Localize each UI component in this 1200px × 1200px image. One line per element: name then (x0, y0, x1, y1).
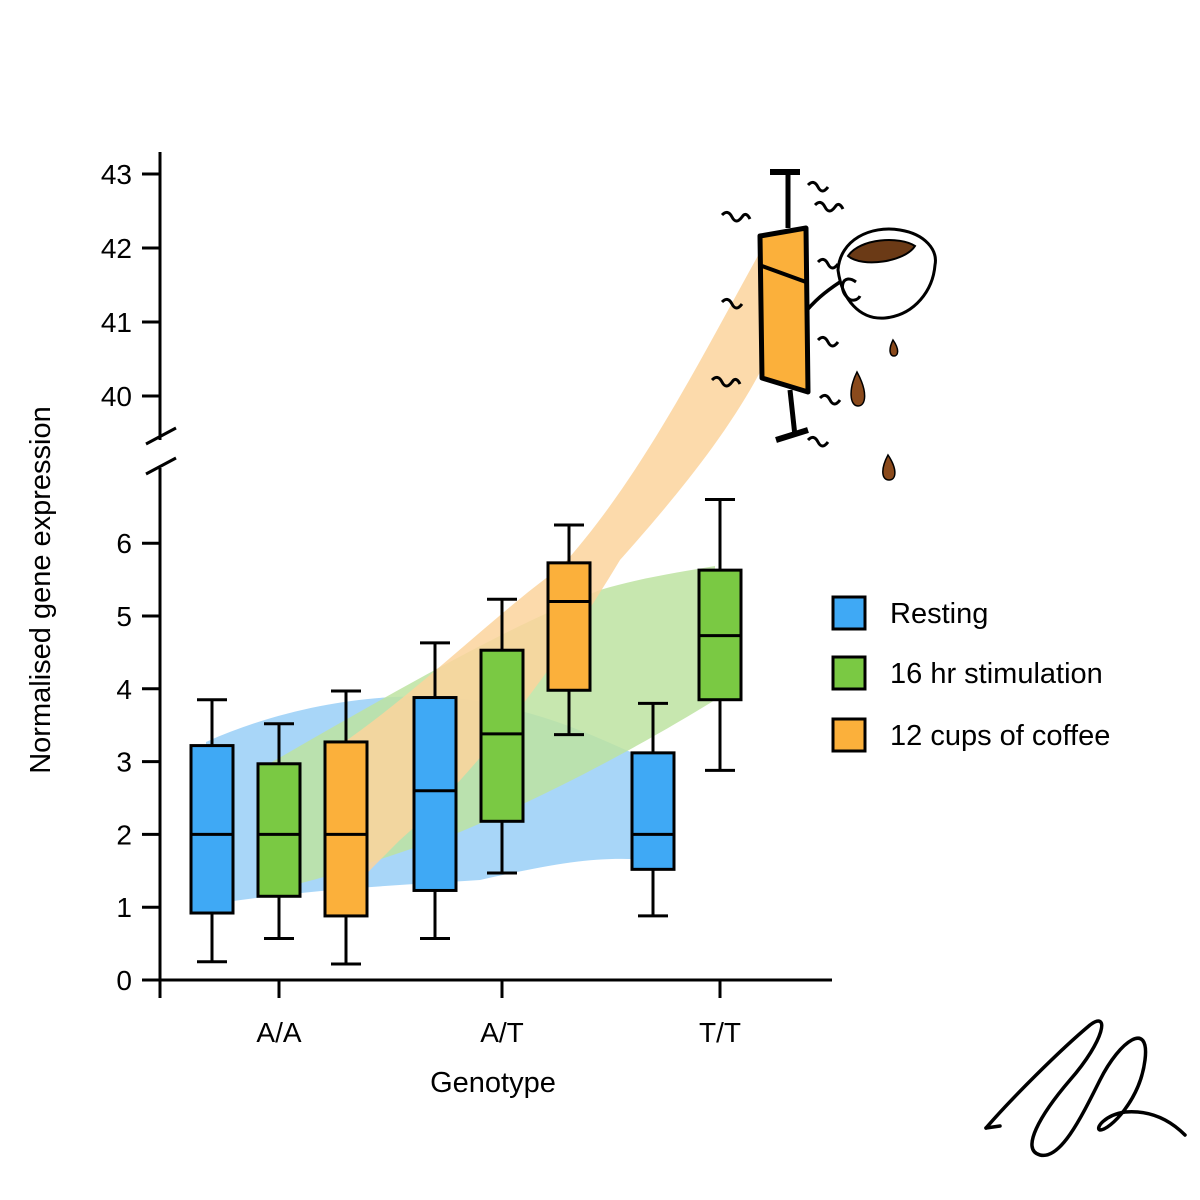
x-tick-label: A/A (256, 1017, 301, 1048)
y-tick-label: 4 (116, 674, 132, 705)
legend-label: 12 cups of coffee (890, 720, 1110, 752)
box-resting-AA (189, 698, 235, 964)
y-tick-label: 3 (116, 747, 132, 778)
x-tick-label: T/T (699, 1017, 741, 1048)
y-tick-label: 42 (101, 233, 132, 264)
legend-item: Resting (831, 595, 988, 631)
y-tick-label: 40 (101, 381, 132, 412)
box-resting-AT (412, 641, 458, 941)
legend-swatch (831, 655, 867, 691)
iqr-box (189, 744, 235, 915)
iqr-box (256, 762, 302, 898)
legend-item: 12 cups of coffee (831, 717, 1110, 753)
x-axis-title: Genotype (430, 1067, 556, 1099)
box-12-cups-of-coffee-AA (323, 689, 369, 966)
box-16-hr-stimulation-AT (479, 597, 525, 875)
coffee-box-cartoon (710, 169, 937, 481)
coffee-drops (850, 338, 899, 481)
box-plots (189, 498, 743, 966)
box-12-cups-of-coffee-AT (546, 523, 592, 737)
legend-label: Resting (890, 598, 988, 630)
signature-mark (984, 1019, 1187, 1158)
x-tick-label: A/T (480, 1017, 524, 1048)
jitter-marks (710, 180, 845, 448)
y-tick-label: 5 (116, 601, 132, 632)
axis-break-marks (145, 426, 177, 476)
iqr-box (630, 751, 676, 871)
coffee-cup-icon (836, 227, 937, 320)
y-axis-title: Normalised gene expression (25, 406, 57, 774)
y-ticks: 0 1 2 3 4 5 6 40 41 42 43 (101, 159, 160, 996)
box-resting-TT (630, 701, 676, 918)
iqr-box (479, 648, 525, 823)
legend-label: 16 hr stimulation (890, 658, 1103, 690)
box-16-hr-stimulation-TT (697, 498, 743, 772)
iqr-box (323, 740, 369, 918)
y-tick-label: 6 (116, 528, 132, 559)
y-tick-label: 43 (101, 159, 132, 190)
axes: 0 1 2 3 4 5 6 40 41 42 43 A/A A/T T/T (101, 152, 832, 1048)
iqr-box (412, 696, 458, 892)
x-ticks: A/A A/T T/T (256, 980, 741, 1048)
y-tick-label: 41 (101, 307, 132, 338)
legend-swatch (831, 717, 867, 753)
y-tick-label: 0 (116, 965, 132, 996)
legend-item: 16 hr stimulation (831, 655, 1103, 691)
iqr-box (546, 561, 592, 692)
legend-swatch (831, 595, 867, 631)
y-tick-label: 1 (116, 892, 132, 923)
box-16-hr-stimulation-AA (256, 722, 302, 941)
legend: Resting 16 hr stimulation 12 cups of coffe… (831, 595, 1110, 753)
y-tick-label: 2 (116, 819, 132, 850)
